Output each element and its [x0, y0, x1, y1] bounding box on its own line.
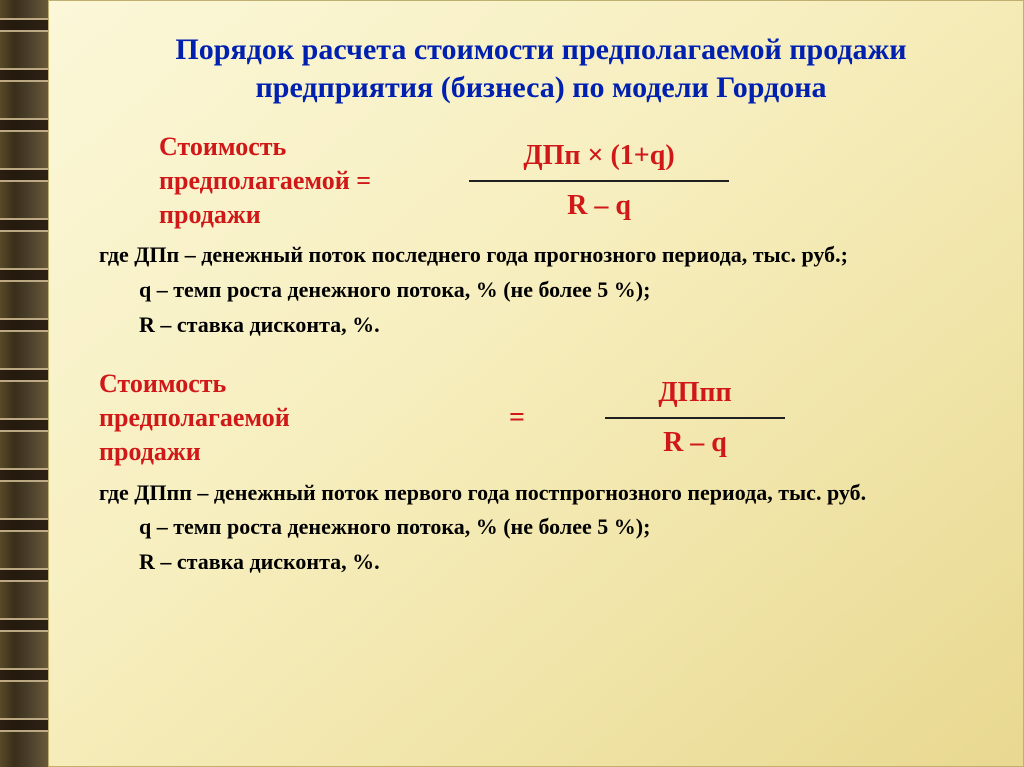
- def-dpp: где ДПп – денежный поток последнего года…: [99, 241, 983, 270]
- def-q2: q – темп роста денежного потока, % (не б…: [99, 513, 983, 542]
- formula-1-fraction: ДПп × (1+q) R – q: [469, 138, 729, 224]
- formula-1: Стоимость предполагаемой = продажи ДПп ×…: [99, 130, 983, 231]
- slide-content: Порядок расчета стоимости предполагаемой…: [48, 0, 1024, 767]
- spiral-binding: [0, 0, 48, 767]
- label-line: предполагаемой: [99, 401, 479, 435]
- equals-sign: =: [479, 402, 555, 434]
- formula-2-fraction: ДПпп R – q: [605, 375, 785, 461]
- def-r: R – ставка дисконта, %.: [99, 311, 983, 340]
- label-line: Стоимость: [159, 130, 469, 164]
- def-dppp: где ДПпп – денежный поток первого года п…: [99, 479, 983, 508]
- def-q: q – темп роста денежного потока, % (не б…: [99, 276, 983, 305]
- label-line: Стоимость: [99, 367, 479, 401]
- denominator: R – q: [547, 188, 651, 224]
- numerator: ДПп × (1+q): [503, 138, 694, 174]
- formula-2-label: Стоимость предполагаемой продажи: [99, 367, 479, 468]
- formula-1-label: Стоимость предполагаемой = продажи: [99, 130, 469, 231]
- formula-2: Стоимость предполагаемой продажи = ДПпп …: [99, 367, 983, 468]
- label-line: продажи: [99, 435, 479, 469]
- def-r2: R – ставка дисконта, %.: [99, 548, 983, 577]
- label-line: продажи: [159, 198, 469, 232]
- fraction-line: [469, 180, 729, 182]
- fraction-line: [605, 417, 785, 419]
- label-line: предполагаемой =: [159, 164, 469, 198]
- denominator: R – q: [643, 425, 747, 461]
- numerator: ДПпп: [638, 375, 751, 411]
- slide-title: Порядок расчета стоимости предполагаемой…: [99, 31, 983, 106]
